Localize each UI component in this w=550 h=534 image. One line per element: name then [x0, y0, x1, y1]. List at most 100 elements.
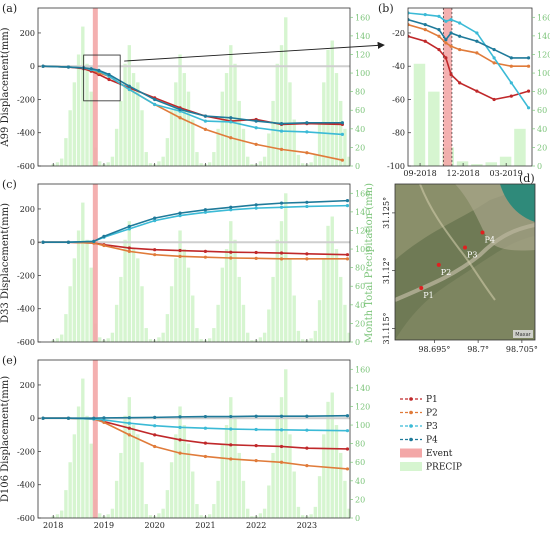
precip-bar: [334, 425, 339, 518]
y2-tick-label: 160: [355, 365, 370, 374]
precip-bar: [326, 401, 330, 518]
precip-bar: [157, 337, 161, 342]
y2-tick-label: 100: [537, 69, 550, 78]
series-line-p3: [408, 12, 530, 109]
precip-bar: [106, 514, 110, 518]
precip-bar: [144, 152, 148, 166]
data-point-p3: [345, 429, 350, 433]
precip-bar: [174, 434, 178, 518]
precip-bar: [250, 340, 254, 342]
precip-bar: [114, 128, 119, 166]
data-point-p1: [107, 77, 111, 82]
data-point-p3: [203, 119, 208, 123]
precip-bar: [279, 221, 284, 342]
axes-frame: [37, 359, 351, 519]
data-point-p4: [102, 234, 106, 238]
precip-bar: [334, 73, 339, 166]
data-point-p4: [92, 239, 96, 243]
precip-bar: [499, 156, 512, 166]
data-point-p4: [66, 416, 71, 420]
axes-frame: [407, 7, 533, 167]
data-point-p1: [423, 39, 427, 43]
precip-bar: [178, 406, 182, 518]
legend-marker-p4: [409, 437, 413, 442]
y-axis-label: D33 Displacement(mm): [0, 203, 11, 323]
data-point-p3: [279, 205, 284, 209]
precip-bar: [191, 471, 195, 518]
precip-bar: [279, 45, 284, 166]
data-point-p1: [305, 446, 309, 450]
panel-label: (d): [519, 172, 535, 185]
precip-bar: [68, 110, 72, 166]
panel-c: -600 -400 -200 0 200 0 20 40 60 80 100 120 140 160 (c)…: [0, 178, 375, 347]
y-tick-label: -600: [17, 338, 35, 347]
data-point-p3: [203, 426, 208, 430]
y2-tick-label: 140: [355, 384, 370, 393]
precip-bar: [300, 163, 305, 166]
data-point-p4: [254, 203, 258, 207]
y2-tick-label: 120: [355, 50, 370, 59]
precip-bar: [233, 63, 237, 166]
precip-bar: [64, 314, 68, 342]
x-tick-label: 2021: [195, 521, 215, 530]
data-point-p4: [345, 199, 350, 203]
precip-bar: [246, 156, 250, 166]
map-lon-label: 98.695°: [418, 345, 450, 354]
precip-bar: [339, 276, 343, 342]
precip-bar: [72, 82, 77, 166]
data-point-p1: [444, 56, 448, 60]
data-point-p4: [66, 65, 71, 69]
y-tick-label: 200: [20, 381, 35, 390]
plot-area-b: [408, 8, 531, 166]
precip-bar: [144, 328, 148, 342]
y2-tick-label: 60: [355, 458, 365, 467]
precip-bar: [246, 332, 250, 342]
map-imagery: [395, 184, 535, 340]
zoom-box: [83, 54, 121, 102]
data-point-p2: [254, 459, 258, 463]
y2-tick-label: 0: [355, 338, 360, 347]
data-point-p1: [492, 97, 496, 102]
map-lon-label: 98.7°: [467, 345, 489, 354]
map-point-p2: [436, 262, 441, 267]
data-point-p3: [127, 421, 131, 425]
data-point-p3: [449, 18, 453, 22]
y-tick-label: -60: [392, 95, 405, 104]
y2-tick-label: 120: [355, 402, 370, 411]
precip-bar: [216, 128, 220, 166]
precip-bar: [300, 339, 305, 342]
data-point-p3: [345, 204, 350, 208]
data-point-p3: [279, 129, 284, 133]
event-band: [92, 360, 98, 518]
y2-tick-label: 140: [355, 208, 370, 217]
data-point-p4: [279, 201, 284, 205]
y2-tick-label: 160: [537, 13, 550, 22]
map-panel: P1 P2 P3 P4 Maxar (d) 98.695° 98.7° 98.705° 31.12…: [382, 172, 538, 354]
precip-bar: [237, 276, 241, 342]
data-point-p2: [449, 44, 453, 48]
y2-tick-label: 20: [355, 319, 365, 328]
precip-bar: [165, 138, 170, 166]
precip-bar: [195, 504, 199, 518]
precip-bar: [89, 443, 93, 518]
precip-bar: [161, 508, 165, 518]
map-lat-label: 31.12°: [382, 257, 391, 284]
precip-bar: [292, 295, 296, 342]
terrain-patch: [395, 236, 535, 340]
precip-bar: [165, 490, 170, 518]
precip-bar: [284, 193, 288, 342]
legend-label: P4: [426, 436, 438, 446]
plot-area-e: [38, 360, 350, 518]
data-point-p4: [437, 28, 441, 32]
precip-bar: [330, 216, 334, 342]
precip-bar: [98, 161, 102, 166]
data-point-p4: [92, 416, 96, 420]
data-point-p4: [203, 208, 208, 212]
precip-bar: [212, 152, 216, 166]
panel-b: -100 -80 -60 -40 -20 0 20 40 60 80 100 120 140 160 09-…: [378, 2, 550, 178]
y2-tick-label: 120: [355, 226, 370, 235]
y2-tick-label: 0: [355, 162, 360, 171]
precip-bar: [309, 514, 313, 518]
precip-bar: [148, 515, 153, 518]
data-point-p2: [492, 61, 496, 65]
